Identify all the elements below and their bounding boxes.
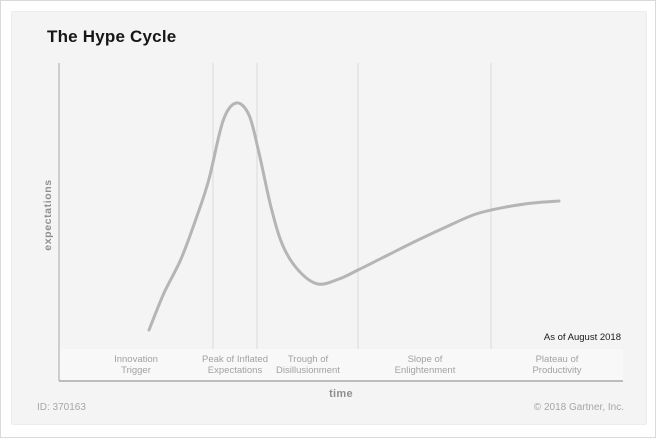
phase-label-plateau-of-productivity: Plateau of Productivity (532, 353, 582, 377)
x-axis-label: time (329, 388, 353, 400)
phase-label-trough-of-disillusionment: Trough of Disillusionment (276, 353, 340, 377)
figure-id-label: ID: 370163 (37, 402, 86, 413)
phase-label-innovation-trigger: Innovation Trigger (114, 353, 158, 377)
phase-label-slope-of-enlightenment: Slope of Enlightenment (394, 353, 456, 377)
copyright-label: © 2018 Gartner, Inc. (533, 402, 624, 413)
as-of-date-annotation: As of August 2018 (543, 332, 621, 343)
phase-label-peak-of-inflated-expectations: Peak of Inflated Expectations (201, 353, 269, 377)
chart-title: The Hype Cycle (47, 27, 177, 46)
phase-label-band (59, 349, 623, 381)
hype-curve-line (147, 101, 561, 332)
phase-divider-lines (212, 63, 492, 349)
y-axis-label: expectations (42, 179, 54, 251)
